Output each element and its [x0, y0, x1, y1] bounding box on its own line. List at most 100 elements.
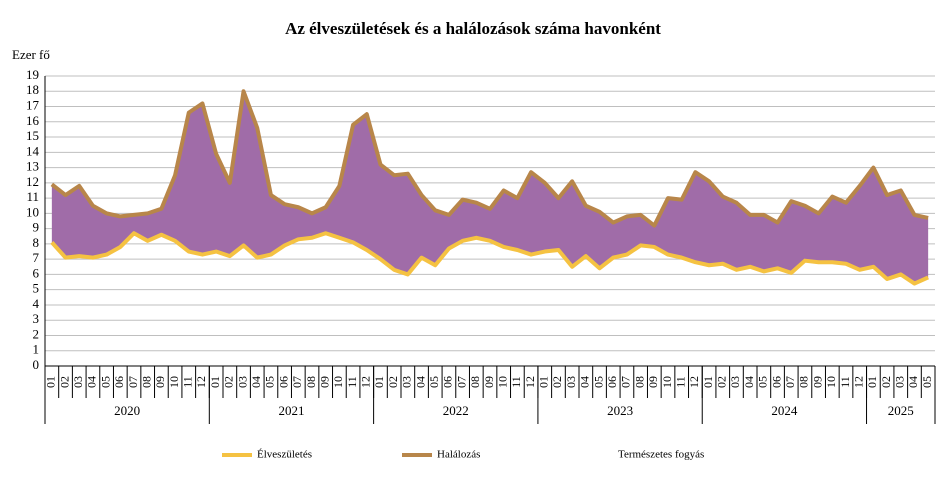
x-tick-label: 11 — [838, 376, 852, 388]
area — [51, 91, 929, 284]
x-tick-label: 02 — [715, 376, 729, 388]
x-tick-label: 12 — [194, 376, 208, 388]
x-tick-label: 01 — [208, 376, 222, 388]
x-tick-label: 06 — [769, 376, 783, 388]
y-tick-label: 9 — [33, 220, 40, 235]
x-tick-label: 12 — [687, 376, 701, 388]
y-tick-label: 0 — [33, 357, 40, 372]
x-tick-label: 11 — [345, 376, 359, 388]
x-tick-label: 05 — [427, 376, 441, 388]
y-axis-label: Ezer fő — [12, 47, 50, 62]
x-tick-label: 09 — [317, 376, 331, 388]
x-tick-label: 06 — [276, 376, 290, 388]
legend-label: Élveszületés — [257, 449, 312, 461]
line — [50, 89, 929, 228]
y-tick-label: 6 — [33, 265, 40, 280]
y-tick-label: 18 — [26, 82, 39, 97]
x-tick-label: 05 — [263, 376, 277, 388]
y-tick-label: 11 — [26, 189, 39, 204]
y-tick-label: 17 — [26, 98, 40, 113]
x-tick-label: 05 — [98, 376, 112, 388]
x-tick-label: 09 — [810, 376, 824, 388]
x-tick-label: 08 — [468, 376, 482, 388]
y-tick-label: 16 — [26, 113, 40, 128]
x-tick-label: 03 — [71, 376, 85, 388]
x-tick-label: 01 — [865, 376, 879, 388]
x-tick-label: 03 — [728, 376, 742, 388]
y-tick-label: 1 — [33, 342, 40, 357]
x-tick-label: 05 — [591, 376, 605, 388]
x-tick-label: 03 — [893, 376, 907, 388]
line — [50, 231, 929, 286]
legend-label: Halálozás — [437, 449, 480, 461]
y-tick-label: 10 — [26, 204, 39, 219]
x-tick-label: 04 — [742, 376, 756, 388]
x-tick-label: 07 — [290, 376, 304, 388]
group-label: 2021 — [278, 403, 304, 418]
y-tick-label: 19 — [26, 67, 39, 82]
x-tick-label: 06 — [112, 376, 126, 388]
y-tick-label: 12 — [26, 174, 39, 189]
x-tick-label: 01 — [537, 376, 551, 388]
x-tick-label: 04 — [413, 376, 427, 388]
x-tick-label: 10 — [331, 376, 345, 388]
x-tick-label: 10 — [167, 376, 181, 388]
x-tick-label: 06 — [605, 376, 619, 388]
x-tick-label: 08 — [139, 376, 153, 388]
x-tick-label: 03 — [235, 376, 249, 388]
x-tick-label: 09 — [646, 376, 660, 388]
x-tick-label: 05 — [920, 376, 934, 388]
x-tick-label: 03 — [564, 376, 578, 388]
x-tick-label: 12 — [851, 376, 865, 388]
x-tick-label: 09 — [153, 376, 167, 388]
x-tick-label: 08 — [797, 376, 811, 388]
x-tick-label: 06 — [441, 376, 455, 388]
x-tick-label: 04 — [578, 376, 592, 388]
x-tick-label: 04 — [906, 376, 920, 388]
group-label: 2023 — [607, 403, 633, 418]
group-label: 2022 — [443, 403, 469, 418]
x-tick-label: 07 — [454, 376, 468, 388]
y-tick-label: 7 — [33, 250, 40, 265]
y-tick-label: 14 — [26, 143, 40, 158]
x-tick-label: 02 — [386, 376, 400, 388]
y-tick-label: 5 — [33, 281, 40, 296]
x-tick-label: 01 — [44, 376, 58, 388]
x-tick-label: 09 — [482, 376, 496, 388]
y-tick-label: 4 — [33, 296, 40, 311]
x-tick-label: 11 — [673, 376, 687, 388]
y-tick-label: 2 — [33, 326, 40, 341]
y-tick-label: 3 — [33, 311, 40, 326]
y-tick-label: 15 — [26, 128, 39, 143]
group-label: 2025 — [888, 403, 914, 418]
x-tick-label: 11 — [181, 376, 195, 388]
legend-label: Természetes fogyás — [618, 449, 704, 461]
x-tick-label: 02 — [222, 376, 236, 388]
group-label: 2020 — [114, 403, 140, 418]
x-tick-label: 12 — [359, 376, 373, 388]
x-tick-label: 10 — [824, 376, 838, 388]
x-tick-label: 03 — [400, 376, 414, 388]
x-tick-label: 07 — [619, 376, 633, 388]
x-tick-label: 04 — [249, 376, 263, 388]
x-tick-label: 08 — [304, 376, 318, 388]
x-tick-label: 02 — [550, 376, 564, 388]
x-tick-label: 02 — [879, 376, 893, 388]
x-tick-label: 01 — [701, 376, 715, 388]
x-tick-label: 02 — [57, 376, 71, 388]
x-tick-label: 07 — [783, 376, 797, 388]
x-tick-label: 05 — [756, 376, 770, 388]
y-tick-label: 8 — [33, 235, 40, 250]
x-tick-label: 04 — [85, 376, 99, 388]
x-tick-label: 11 — [509, 376, 523, 388]
chart-title: Az élveszületések és a halálozások száma… — [285, 19, 661, 38]
y-tick-label: 13 — [26, 159, 39, 174]
x-tick-label: 10 — [495, 376, 509, 388]
x-tick-label: 01 — [372, 376, 386, 388]
x-tick-label: 12 — [523, 376, 537, 388]
x-tick-label: 08 — [632, 376, 646, 388]
x-tick-label: 07 — [126, 376, 140, 388]
x-tick-label: 10 — [660, 376, 674, 388]
group-label: 2024 — [771, 403, 798, 418]
